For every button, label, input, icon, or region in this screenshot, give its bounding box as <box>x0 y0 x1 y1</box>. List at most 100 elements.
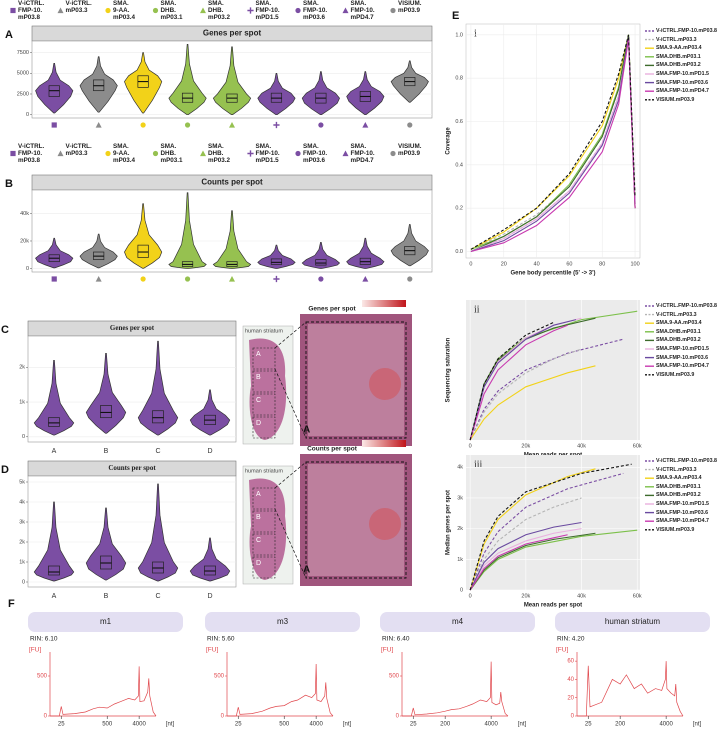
x-tick-label: 20k <box>521 593 530 599</box>
rin-label: RIN: 5.60 <box>207 636 235 643</box>
legend-label: SMA. FMP-10. mPD4.7 <box>350 0 375 21</box>
violin <box>85 507 127 581</box>
x-marker <box>318 276 324 282</box>
plot-area <box>466 455 640 590</box>
box <box>152 410 164 424</box>
legend-label: SMA.FMP-10.mPD1.5 <box>656 501 709 507</box>
rin-label: RIN: 6.40 <box>382 636 410 643</box>
legend-label: SMA.FMP-10.mP03.6 <box>656 509 709 516</box>
legend-label: V-iCTRL.FMP-10.mP03.8 <box>656 28 717 34</box>
y-tick-label: 20k <box>20 238 29 244</box>
y-tick-label: 40k <box>20 211 29 217</box>
y-tick-label: 0 <box>460 587 463 593</box>
zoom-frame <box>305 321 407 439</box>
series-line <box>469 319 577 441</box>
x-marker <box>362 122 369 128</box>
violin <box>35 237 74 269</box>
violin <box>189 389 231 436</box>
box <box>137 244 149 258</box>
violin <box>346 237 385 269</box>
legend-marker <box>152 7 159 14</box>
strip-title: Counts per spot <box>108 464 156 472</box>
x-unit: [nt] <box>343 722 352 728</box>
strip-title: Genes per spot <box>203 29 262 38</box>
legend-marker <box>295 7 301 14</box>
x-axis-title: Mean reads per spot <box>524 603 582 609</box>
legend-marker <box>10 7 16 14</box>
x-marker <box>95 122 102 128</box>
tissue-spot <box>369 508 401 540</box>
x-marker <box>229 122 235 128</box>
violin <box>168 192 207 269</box>
y-tick-label: 500 <box>214 674 225 680</box>
legend-label: V-iCTRL.mP03.3 <box>656 311 697 318</box>
zoom-label: A <box>303 425 310 436</box>
trace-header <box>205 612 360 632</box>
region-label: C <box>256 397 261 404</box>
legend-marker <box>10 150 16 157</box>
x-unit: [nt] <box>166 722 175 728</box>
x-tick-label: C <box>155 593 160 600</box>
y-tick-label: 2k <box>19 539 25 545</box>
x-axis-title: Gene body percentile (5' -> 3') <box>510 271 595 277</box>
legend-label: SMA. FMP-10. mP03.6 <box>303 143 328 164</box>
y-tick-label: 3k <box>457 495 463 501</box>
series-line <box>469 321 554 441</box>
violin <box>124 52 163 114</box>
series-line <box>469 497 582 591</box>
y-tick-label: 0 <box>396 714 400 720</box>
tissue-zoom-light <box>308 464 404 576</box>
x-marker <box>95 276 102 282</box>
series-line <box>469 534 568 591</box>
x-marker <box>184 122 191 128</box>
y-tick-label: 0.8 <box>455 76 463 82</box>
tissue-caption: human striatum <box>245 468 283 474</box>
y-unit: [FU] <box>206 647 218 654</box>
y-axis-title: Sequencing saturation <box>446 337 452 402</box>
legend-marker <box>390 150 396 157</box>
legend-label: V-iCTRL.FMP-10.mP03.8 <box>656 303 717 309</box>
zoom-label: A <box>303 565 310 576</box>
y-unit: [FU] <box>29 647 41 654</box>
legend-marker <box>105 7 111 14</box>
y-tick-label: 5000 <box>17 71 29 77</box>
heatmap-colorbar <box>362 440 406 447</box>
legend-marker <box>295 150 301 157</box>
region-box <box>252 487 276 510</box>
legend-label: V-iCTRL. FMP-10. mP03.8 <box>18 0 45 21</box>
x-tick-label: 4000 <box>309 722 323 728</box>
x-tick-label: 4000 <box>484 722 498 728</box>
plot-area <box>465 23 641 259</box>
violin <box>33 359 75 436</box>
y-tick-label: 40 <box>567 677 574 683</box>
legend-label: SMA.FMP-10.mPD4.7 <box>656 518 709 525</box>
heatmap-colorbar <box>362 300 406 307</box>
y-tick-label: 0 <box>22 434 25 440</box>
y-tick-label: 0 <box>44 714 48 720</box>
y-tick-label: 0 <box>22 579 25 585</box>
region-label: B <box>256 374 261 381</box>
series-line <box>469 348 582 441</box>
tissue-zoom-light <box>308 324 404 436</box>
x-tick-label: 4000 <box>659 722 673 728</box>
y-tick-label: 7500 <box>17 50 29 56</box>
x-tick-label: 25 <box>58 722 65 728</box>
region-box <box>252 393 276 416</box>
y-tick-label: 4k <box>19 499 25 505</box>
violin <box>85 353 127 434</box>
x-tick-label: 200 <box>440 722 451 728</box>
legend-label: SMA.FMP-10.mPD1.5 <box>656 71 709 77</box>
x-tick-label: 60k <box>633 593 642 599</box>
legend-label: VISIUM.mP03.9 <box>656 526 695 533</box>
x-tick-label: 500 <box>102 722 113 728</box>
x-tick-label: D <box>207 593 212 600</box>
region-label: A <box>256 351 261 358</box>
strip-title: Counts per spot <box>201 178 263 187</box>
y-tick-label: 500 <box>389 674 400 680</box>
x-tick-label: 200 <box>615 722 626 728</box>
x-tick-label: 100 <box>630 261 639 267</box>
legend-label: SMA.9-AA.mP03.4 <box>656 475 702 482</box>
region-box <box>252 510 276 533</box>
